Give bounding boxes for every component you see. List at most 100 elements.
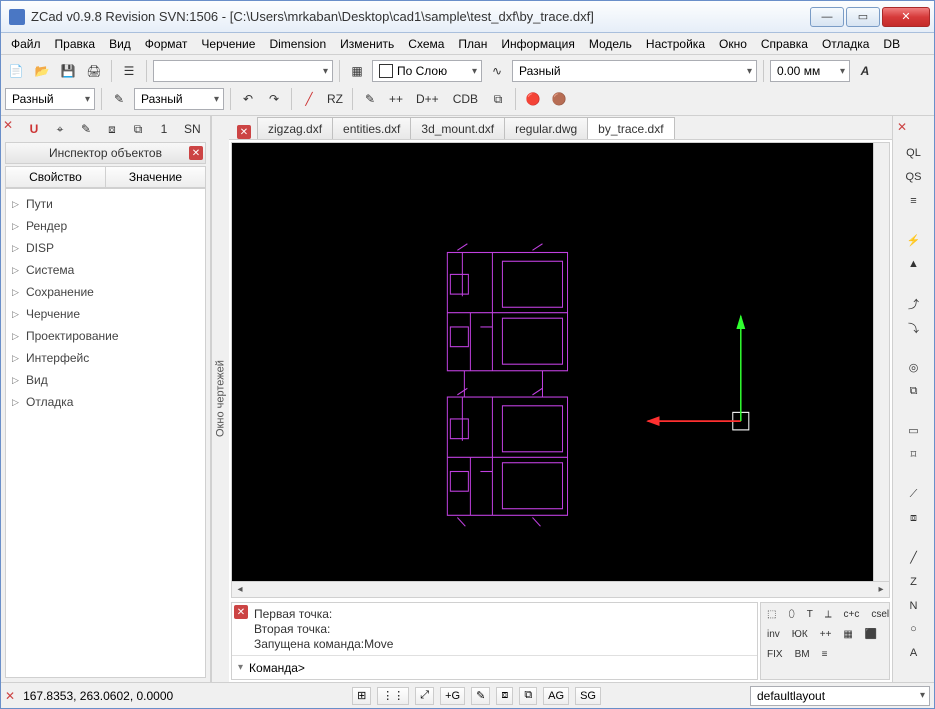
panel-close-icon[interactable]: ✕ <box>3 118 13 132</box>
menu-правка[interactable]: Правка <box>49 35 102 53</box>
status-toggle[interactable]: ⋮⋮ <box>377 687 409 705</box>
aux-button[interactable]: ⬯ <box>784 605 798 623</box>
menu-справка[interactable]: Справка <box>755 35 814 53</box>
right-button[interactable]: N <box>910 597 918 615</box>
menu-схема[interactable]: Схема <box>402 35 450 53</box>
menu-db[interactable]: DB <box>877 35 906 53</box>
aux-button[interactable]: ЮК <box>788 625 812 643</box>
aux-button[interactable]: csel <box>867 605 893 623</box>
menu-настройка[interactable]: Настройка <box>640 35 711 53</box>
redo-icon[interactable]: ↷ <box>263 88 285 110</box>
right-button[interactable]: ⟋ <box>910 485 918 503</box>
tab[interactable]: 3d_mount.dxf <box>410 117 505 139</box>
aux-button[interactable]: ▦ <box>839 625 856 643</box>
right-button[interactable]: ╱ <box>910 549 917 567</box>
canvas-hscroll[interactable]: ◂▸ <box>232 581 889 597</box>
status-toggle[interactable]: ✎ <box>471 687 490 705</box>
undo-icon[interactable]: ↶ <box>237 88 259 110</box>
close-button[interactable]: ✕ <box>882 7 930 27</box>
copy-mini-icon[interactable]: ⧉ <box>127 118 149 140</box>
text-style-icon[interactable]: A <box>854 60 876 82</box>
drawing-canvas[interactable] <box>232 143 873 581</box>
tree-item[interactable]: ▷DISP <box>6 237 205 259</box>
minimize-button[interactable]: — <box>810 7 844 27</box>
right-button[interactable]: ⚡ <box>907 231 921 249</box>
cdb-button[interactable]: CDB <box>448 88 483 110</box>
linetype-icon[interactable]: ∿ <box>486 60 508 82</box>
inspector-close-icon[interactable]: ✕ <box>189 146 203 160</box>
aux-button[interactable]: ≡ <box>818 645 832 663</box>
tab[interactable]: regular.dwg <box>504 117 588 139</box>
magnet-icon[interactable]: U <box>23 118 45 140</box>
menu-вид[interactable]: Вид <box>103 35 137 53</box>
tab[interactable]: by_trace.dxf <box>587 117 674 139</box>
sphere1-icon[interactable]: 🔴 <box>522 88 544 110</box>
right-button[interactable]: ⧉ <box>910 382 918 400</box>
menu-dimension[interactable]: Dimension <box>263 35 332 53</box>
color-swatch-icon[interactable]: ▦ <box>346 60 368 82</box>
color-combo[interactable]: По Слою <box>372 60 482 82</box>
new-file-icon[interactable]: 📄 <box>5 60 27 82</box>
status-toggle[interactable]: SG <box>575 687 601 705</box>
aux-button[interactable]: inv <box>763 625 784 643</box>
aux-button[interactable]: ⬚ <box>763 605 780 623</box>
command-input[interactable] <box>311 661 751 675</box>
status-toggle[interactable]: ⧉ <box>519 687 537 705</box>
menu-окно[interactable]: Окно <box>713 35 753 53</box>
menu-модель[interactable]: Модель <box>583 35 638 53</box>
canvas-vscroll[interactable] <box>873 143 889 581</box>
brush-icon[interactable]: ✎ <box>108 88 130 110</box>
rz-button[interactable]: RZ <box>324 88 346 110</box>
status-toggle[interactable]: AG <box>543 687 569 705</box>
right-button[interactable]: ⤵ <box>908 319 919 337</box>
aux-button[interactable]: BM <box>791 645 814 663</box>
aux-button[interactable]: FIX <box>763 645 787 663</box>
right-button[interactable]: ⧈ <box>910 509 917 527</box>
aux-button[interactable]: ⟂ <box>821 605 836 623</box>
tabs-close-icon[interactable]: ✕ <box>237 125 251 139</box>
menu-формат[interactable]: Формат <box>139 35 194 53</box>
aux-button[interactable]: ⬛ <box>861 625 881 643</box>
tree-item[interactable]: ▷Отладка <box>6 391 205 413</box>
status-toggle[interactable]: ⊞ <box>352 687 371 705</box>
layer-combo[interactable] <box>153 60 333 82</box>
tab[interactable]: zigzag.dxf <box>257 117 333 139</box>
tab[interactable]: entities.dxf <box>332 117 411 139</box>
right-close-icon[interactable]: ✕ <box>897 120 907 134</box>
aux-button[interactable]: ++ <box>816 625 836 643</box>
menu-черчение[interactable]: Черчение <box>195 35 261 53</box>
right-button[interactable]: ○ <box>910 620 917 638</box>
sn-button[interactable]: SN <box>179 118 206 140</box>
right-button[interactable]: QL <box>906 144 921 162</box>
inspector-tree[interactable]: ▷Пути▷Рендер▷DISP▷Система▷Сохранение▷Чер… <box>5 188 206 678</box>
right-button[interactable]: ≡ <box>910 192 916 210</box>
tree-item[interactable]: ▷Проектирование <box>6 325 205 347</box>
maximize-button[interactable]: ▭ <box>846 7 880 27</box>
plusplus-button[interactable]: ++ <box>385 88 407 110</box>
layout-combo[interactable]: defaultlayout <box>750 686 930 706</box>
status-toggle[interactable]: +G <box>440 687 465 705</box>
right-button[interactable]: A <box>910 644 917 662</box>
menu-отладка[interactable]: Отладка <box>816 35 875 53</box>
tree-item[interactable]: ▷Рендер <box>6 215 205 237</box>
tree-item[interactable]: ▷Пути <box>6 193 205 215</box>
dimstyle-combo[interactable]: Разный <box>5 88 95 110</box>
tree-item[interactable]: ▷Интерфейс <box>6 347 205 369</box>
right-button[interactable]: ◎ <box>909 358 919 376</box>
menu-изменить[interactable]: Изменить <box>334 35 400 53</box>
aux-button[interactable]: c+c <box>840 605 864 623</box>
open-file-icon[interactable]: 📂 <box>31 60 53 82</box>
right-button[interactable]: ▭ <box>908 422 918 440</box>
edit-mini-icon[interactable]: ✎ <box>75 118 97 140</box>
right-button[interactable]: QS <box>906 168 922 186</box>
status-toggle[interactable]: ⧈ <box>496 687 513 705</box>
right-button[interactable]: ⌑ <box>911 446 917 464</box>
draw-pen-icon[interactable]: ✎ <box>359 88 381 110</box>
save-icon[interactable]: 💾 <box>57 60 79 82</box>
menu-план[interactable]: План <box>452 35 493 53</box>
right-button[interactable]: ▲ <box>908 255 919 273</box>
aux-button[interactable]: T <box>803 605 817 623</box>
tree-item[interactable]: ▷Черчение <box>6 303 205 325</box>
status-close-icon[interactable]: ✕ <box>5 689 15 703</box>
layers-icon[interactable]: ☰ <box>118 60 140 82</box>
